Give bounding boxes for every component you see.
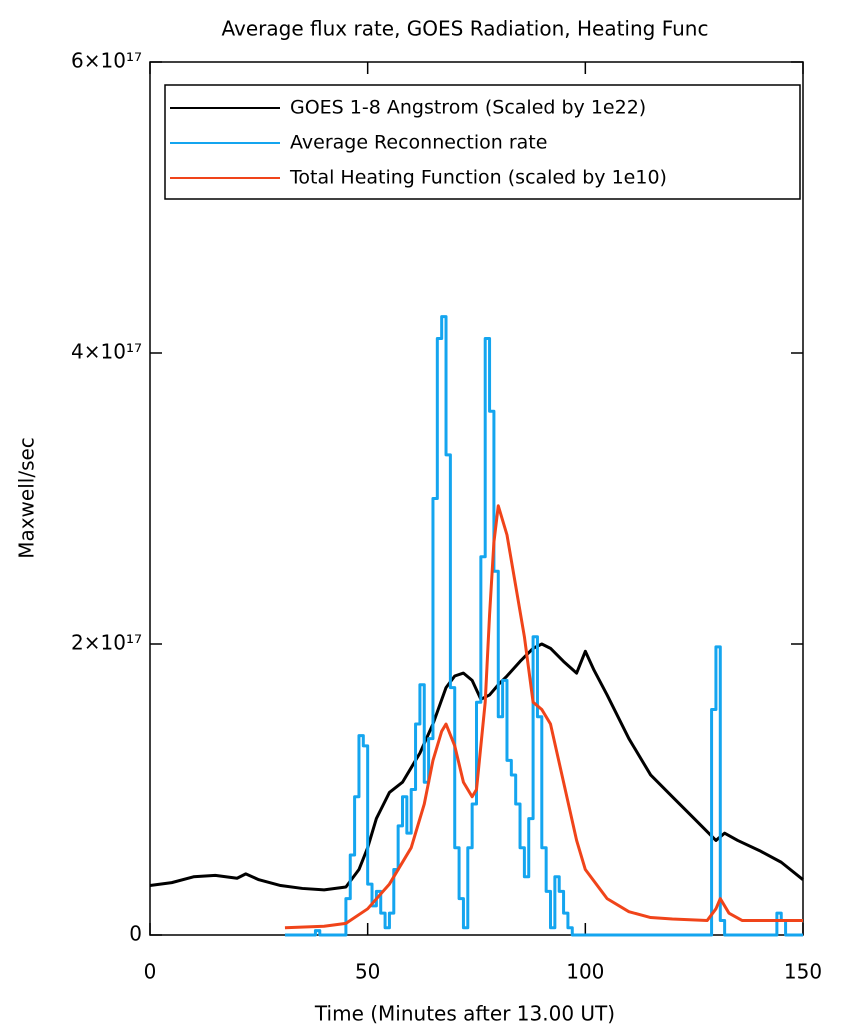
legend-label: Average Reconnection rate — [290, 132, 547, 154]
x-tick-label: 100 — [566, 960, 604, 984]
y-tick-label: 4×10¹⁷ — [71, 340, 142, 364]
y-axis-label: Maxwell/sec — [15, 437, 39, 559]
y-tick-label: 2×10¹⁷ — [71, 631, 142, 655]
chart-title: Average flux rate, GOES Radiation, Heati… — [222, 17, 709, 41]
series-line — [284, 315, 803, 937]
x-tick-label: 150 — [784, 960, 822, 984]
x-tick-label: 50 — [355, 960, 380, 984]
series-line — [284, 504, 803, 930]
series-line — [149, 642, 804, 892]
legend-label: GOES 1-8 Angstrom (Scaled by 1e22) — [290, 97, 646, 119]
legend-label: Total Heating Function (scaled by 1e10) — [289, 167, 667, 189]
y-tick-label: 0 — [129, 922, 142, 946]
plot-frame — [149, 61, 804, 936]
y-tick-label: 6×10¹⁷ — [71, 49, 142, 73]
x-tick-label: 0 — [144, 960, 157, 984]
x-axis-label: Time (Minutes after 13.00 UT) — [314, 1002, 615, 1026]
